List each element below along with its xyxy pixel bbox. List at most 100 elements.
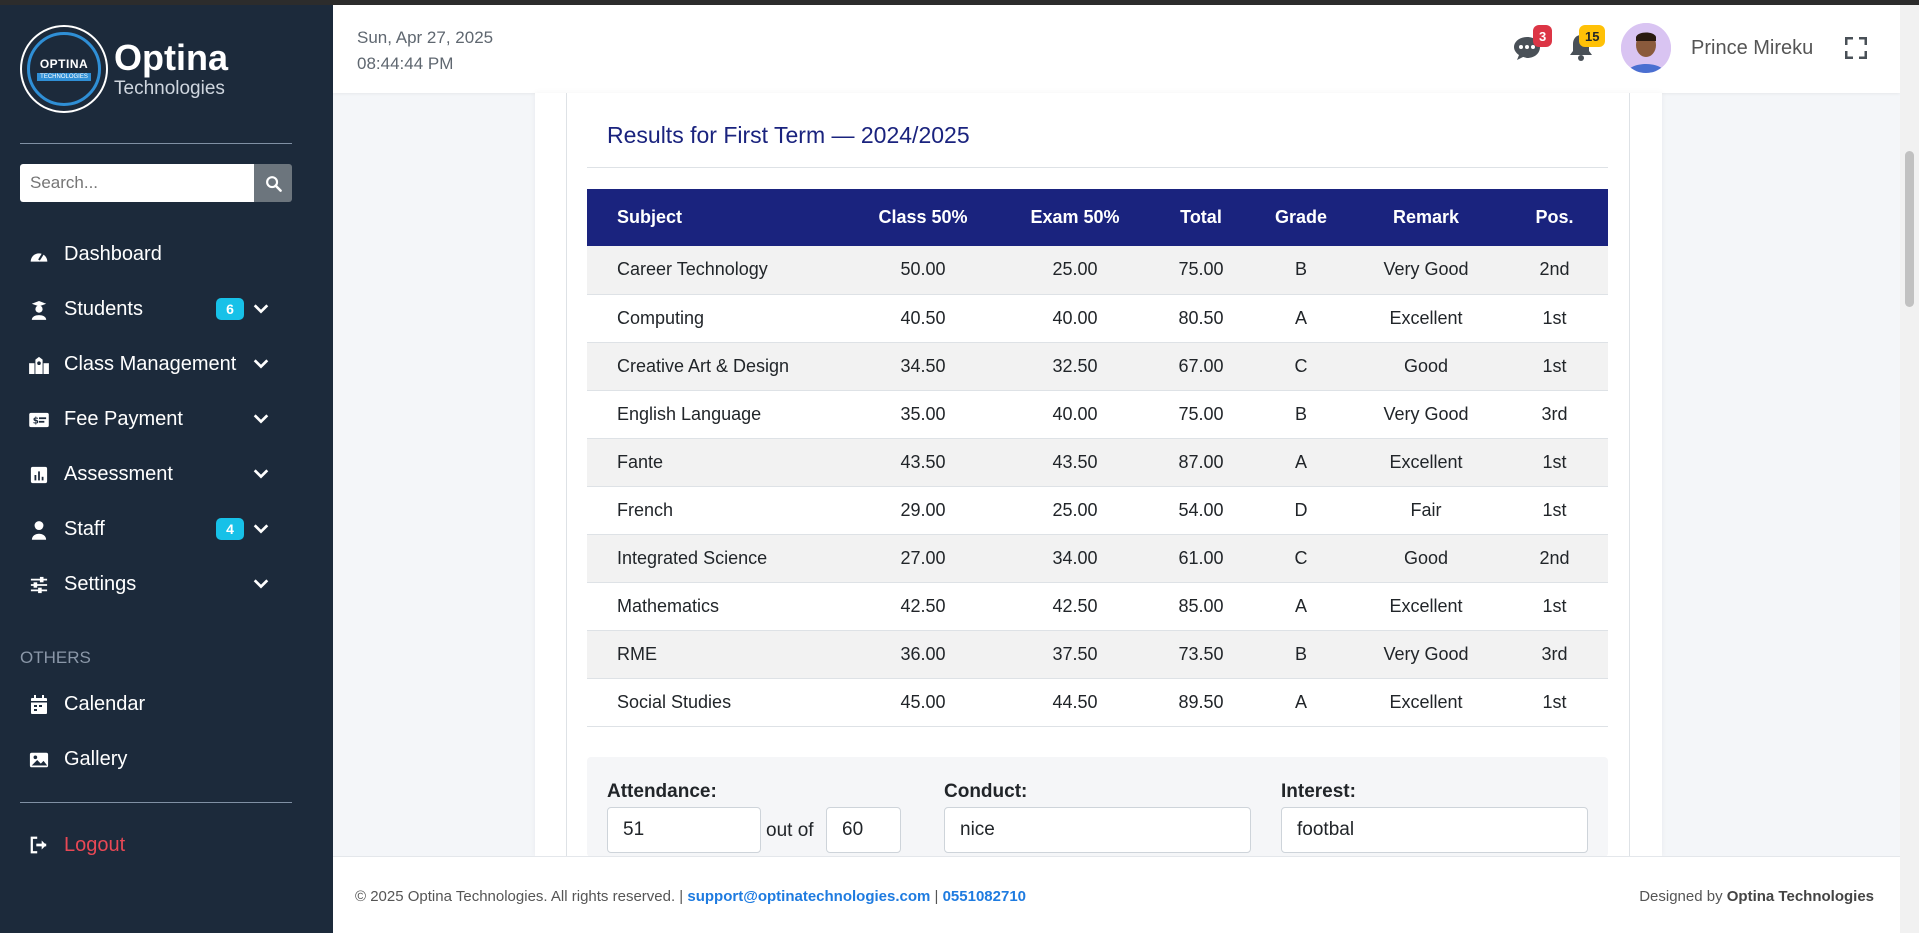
user-name[interactable]: Prince Mireku [1691, 37, 1814, 59]
total-cell: 75.00 [1151, 390, 1251, 439]
sidebar-item-class-management[interactable]: Class Management [0, 337, 333, 392]
table-row: RME 36.00 37.50 73.50 B Very Good 3rd [587, 630, 1608, 679]
class-score-cell: 27.00 [847, 534, 999, 583]
sidebar-item-label: Settings [64, 573, 137, 595]
total-cell: 61.00 [1151, 534, 1251, 583]
page-title: Results for First Term — 2024/2025 [607, 122, 970, 148]
position-cell: 2nd [1501, 534, 1608, 583]
table-row: English Language 35.00 40.00 75.00 B Very Goo… [587, 390, 1608, 439]
column-header: Exam 50% [999, 189, 1151, 246]
remark-cell: Very Good [1351, 630, 1501, 679]
grade-cell: A [1251, 678, 1351, 727]
subject-cell: Creative Art & Design [587, 342, 847, 391]
sidebar-item-assessment[interactable]: Assessment [0, 447, 333, 502]
sidebar-item-gallery[interactable]: Gallery [0, 732, 333, 787]
remark-cell: Excellent [1351, 438, 1501, 487]
position-cell: 1st [1501, 342, 1608, 391]
total-cell: 87.00 [1151, 438, 1251, 487]
avatar[interactable] [1621, 23, 1671, 73]
total-cell: 73.50 [1151, 630, 1251, 679]
support-email-link[interactable]: support@optinatechnologies.com [687, 888, 931, 905]
brand-logo: OPTINA TECHNOLOGIES [20, 25, 108, 113]
subject-cell: Integrated Science [587, 534, 847, 583]
sidebar-item-dashboard[interactable]: Dashboard [0, 227, 333, 282]
sidebar-item-staff[interactable]: Staff 4 [0, 502, 333, 557]
sidebar-item-label: Assessment [64, 463, 173, 485]
sidebar-nav: Dashboard Students 6 Class Management $ … [0, 227, 333, 612]
sidebar-scrollbar[interactable] [320, 10, 333, 933]
total-cell: 67.00 [1151, 342, 1251, 391]
subject-cell: Mathematics [587, 582, 847, 631]
current-datetime: Sun, Apr 27, 2025 08:44:44 PM [357, 25, 493, 77]
grade-cell: C [1251, 534, 1351, 583]
sidebar-item-label: Calendar [64, 693, 146, 715]
sidebar-item-settings[interactable]: Settings [0, 557, 333, 612]
footer-credit: Designed by Optina Technologies [1639, 888, 1874, 905]
brand[interactable]: OPTINA TECHNOLOGIES Optina Technologies [20, 25, 228, 113]
grade-cell: D [1251, 486, 1351, 535]
search-button[interactable] [254, 164, 292, 202]
table-row: Computing 40.50 40.00 80.50 A Excellent 1st [587, 294, 1608, 343]
column-header: Remark [1351, 189, 1501, 246]
subject-cell: RME [587, 630, 847, 679]
sign-out-icon [28, 834, 50, 856]
subject-cell: English Language [587, 390, 847, 439]
exam-score-cell: 44.50 [999, 678, 1151, 727]
user-avatar-image [1621, 23, 1671, 73]
class-score-cell: 35.00 [847, 390, 999, 439]
table-row: Integrated Science 27.00 34.00 61.00 C Good 2n… [587, 534, 1608, 583]
subject-cell: Computing [587, 294, 847, 343]
phone-link[interactable]: 0551082710 [942, 888, 1027, 905]
messages-button[interactable]: 3 [1513, 25, 1553, 66]
sliders-icon [28, 574, 50, 596]
conduct-input[interactable]: nice [944, 807, 1251, 853]
position-cell: 1st [1501, 582, 1608, 631]
table-row: Mathematics 42.50 42.50 85.00 A Excellent 1st [587, 582, 1608, 631]
others-heading: OTHERS [20, 648, 91, 667]
remark-cell: Excellent [1351, 678, 1501, 727]
image-icon [28, 749, 50, 771]
attendance-total-input[interactable]: 60 [826, 807, 901, 853]
class-score-cell: 40.50 [847, 294, 999, 343]
table-row: Creative Art & Design 34.50 32.50 67.00 C Goo… [587, 342, 1608, 391]
grade-cell: A [1251, 582, 1351, 631]
attendance-label: Attendance: [607, 781, 717, 802]
brand-name: Optina [114, 37, 228, 78]
sidebar-item-label: Class Management [64, 353, 237, 375]
footer-copyright: © 2025 Optina Technologies. All rights r… [355, 888, 1026, 905]
page-scrollbar[interactable] [1900, 5, 1919, 933]
class-score-cell: 50.00 [847, 246, 999, 295]
current-time: 08:44:44 PM [357, 54, 454, 73]
exam-score-cell: 42.50 [999, 582, 1151, 631]
notifications-button[interactable]: 15 [1569, 25, 1606, 66]
sidebar-item-students[interactable]: Students 6 [0, 282, 333, 337]
exam-score-cell: 25.00 [999, 486, 1151, 535]
page-footer: © 2025 Optina Technologies. All rights r… [333, 856, 1900, 933]
grade-cell: A [1251, 294, 1351, 343]
column-header: Total [1151, 189, 1251, 246]
column-header: Grade [1251, 189, 1351, 246]
subject-cell: French [587, 486, 847, 535]
search-input[interactable] [20, 164, 254, 202]
logout-button[interactable]: Logout [0, 820, 333, 870]
sidebar-item-label: Dashboard [64, 243, 162, 265]
sidebar-item-calendar[interactable]: Calendar [0, 677, 333, 732]
remark-cell: Excellent [1351, 294, 1501, 343]
attendance-input[interactable]: 51 [607, 807, 761, 853]
sidebar-item-fee-payment[interactable]: $ Fee Payment [0, 392, 333, 447]
grade-cell: B [1251, 630, 1351, 679]
sidebar-item-label: Fee Payment [64, 408, 183, 430]
exam-score-cell: 40.00 [999, 294, 1151, 343]
fullscreen-button[interactable] [1844, 36, 1868, 64]
grade-cell: C [1251, 342, 1351, 391]
chevron-down-icon [253, 469, 269, 479]
chart-icon [28, 464, 50, 486]
results-table-body: Career Technology 50.00 25.00 75.00 B Very Go… [587, 246, 1608, 727]
scrollbar-thumb[interactable] [1905, 151, 1914, 307]
window-top-border [0, 0, 1919, 5]
exam-score-cell: 43.50 [999, 438, 1151, 487]
interest-input[interactable]: footbal [1281, 807, 1588, 853]
column-header: Class 50% [847, 189, 999, 246]
total-cell: 54.00 [1151, 486, 1251, 535]
position-cell: 2nd [1501, 246, 1608, 295]
